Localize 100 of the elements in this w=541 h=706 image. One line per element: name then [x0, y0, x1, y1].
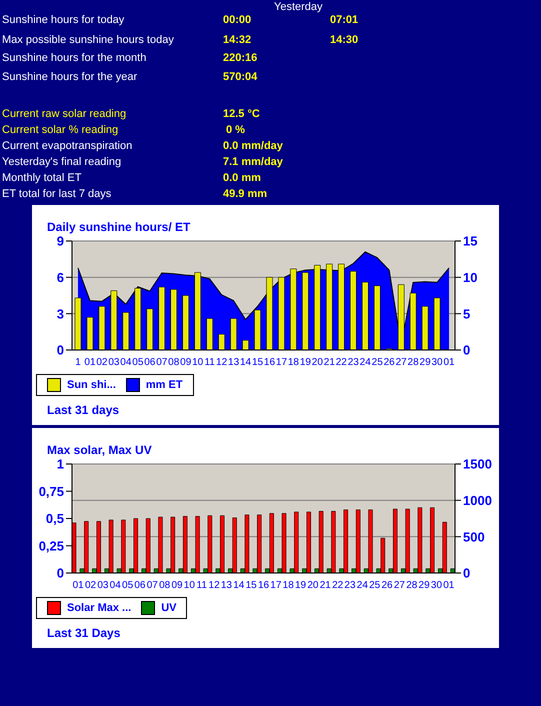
x-tick-label: 30: [430, 580, 442, 592]
x-tick-label: 15: [246, 580, 258, 592]
x-tick-label: 13: [220, 580, 232, 592]
x-tick-label: 25: [372, 357, 384, 368]
x-tick-label: 12: [208, 580, 220, 592]
text: Sunshine hours for the month: [2, 52, 146, 64]
x-tick-label: 14: [240, 357, 252, 368]
x-tick-label: 29: [418, 580, 430, 592]
x-tick-label: 12: [216, 357, 228, 368]
y-tick-label: 0: [56, 566, 64, 581]
y-tick-label: 9: [56, 234, 64, 249]
y-tick-label: 0,75: [38, 484, 64, 499]
text: 00:00: [223, 14, 252, 26]
chart-title: Daily sunshine hours/ ET: [47, 220, 190, 234]
text: 0.0 mm: [223, 172, 261, 184]
x-tick-label: 19: [300, 357, 312, 368]
x-tick-label: 04: [120, 357, 132, 368]
text: 07:01: [330, 14, 358, 26]
text: Last 31 days: [47, 403, 120, 417]
y-tick-label: 3: [56, 306, 64, 322]
y-tick-label: 0,5: [46, 511, 64, 526]
x-tick-label: 01: [443, 357, 456, 368]
text: Last 31 Days: [47, 626, 120, 640]
y-tick-label: 0: [56, 342, 64, 358]
x-tick-label: 20: [307, 580, 319, 592]
y-tick-label: 6: [56, 270, 64, 285]
text: Yesterday: [274, 1, 323, 13]
y2-tick-label: 0: [463, 566, 470, 581]
x-tick-label: 05: [132, 357, 144, 368]
text: Sunshine hours for today: [2, 14, 124, 26]
x-tick-label: 04: [110, 580, 122, 592]
text: 7.1 mm/day: [223, 156, 283, 168]
y-tick-label: 1: [56, 456, 64, 472]
x-tick-label: 06: [134, 580, 146, 592]
x-tick-label: 14: [233, 580, 245, 592]
x-tick-label: 22: [336, 357, 348, 368]
x-tick-label: 28: [406, 580, 418, 592]
x-tick-label: 01: [72, 580, 84, 592]
y2-tick-label: 0: [463, 342, 470, 358]
legend-label: Sun shi...: [66, 378, 116, 392]
text: Current raw solar reading: [2, 108, 126, 120]
x-tick-label: 21: [324, 357, 336, 368]
y2-tick-label: 1000: [463, 492, 492, 508]
y2-tick-label: 10: [463, 270, 478, 285]
text: 220:16: [223, 52, 258, 64]
x-tick-label: 19: [295, 580, 307, 592]
x-tick-label: 24: [356, 580, 368, 592]
x-tick-label: 23: [348, 357, 360, 368]
x-tick-label: 20: [312, 357, 324, 368]
x-tick-label: 09: [180, 357, 192, 368]
x-tick-label: 16: [258, 580, 270, 592]
text: ET total for last 7 days: [2, 188, 112, 200]
legend-label: Solar Max ...: [66, 601, 132, 615]
text: Current evapotranspiration: [2, 140, 132, 152]
text: 14:32: [223, 34, 252, 46]
x-tick-label: 26: [384, 357, 396, 368]
x-tick-label: 01: [443, 580, 455, 592]
x-tick-label: 06: [144, 357, 156, 368]
y-tick-label: 0,25: [38, 538, 64, 554]
x-tick-label: 10: [192, 357, 204, 368]
x-tick-label: 21: [320, 580, 332, 592]
x-tick-label: 03: [108, 357, 120, 368]
x-tick-label: 17: [276, 357, 288, 368]
x-tick-label: 02: [96, 357, 108, 368]
x-tick-label: 11: [204, 357, 216, 368]
x-tick-label: 18: [288, 357, 300, 368]
x-tick-label: 07: [156, 357, 168, 368]
y2-tick-label: 15: [463, 234, 478, 249]
x-tick-label: 11: [196, 580, 208, 592]
chart-title: Max solar, Max UV: [47, 443, 152, 457]
legend-label: UV: [160, 601, 176, 615]
x-tick-label: 15: [252, 357, 264, 368]
x-tick-label: 16: [264, 357, 276, 368]
x-tick-label: 09: [171, 580, 184, 592]
x-tick-label: 07: [146, 580, 158, 592]
y2-tick-label: 500: [463, 529, 485, 544]
text: Monthly total ET: [2, 172, 82, 184]
text: 14:30: [330, 34, 358, 46]
y2-tick-label: 1500: [463, 456, 492, 472]
x-tick-label: 27: [396, 357, 408, 368]
text: 12.5 °C: [223, 108, 260, 120]
x-tick-label: 30: [431, 357, 444, 368]
x-tick-label: 26: [381, 580, 394, 592]
x-tick-label: 13: [228, 357, 240, 368]
x-tick-label: 22: [332, 580, 344, 592]
text: Current solar % reading: [2, 124, 118, 136]
text: 49.9 mm: [223, 188, 268, 200]
x-tick-label: 23: [344, 580, 356, 592]
x-tick-label: 05: [122, 580, 134, 592]
x-tick-label: 01: [84, 357, 96, 368]
x-tick-label: 25: [369, 580, 381, 592]
text: 0.0 mm/day: [223, 140, 283, 152]
x-tick-label: 24: [360, 357, 372, 368]
legend-label: mm ET: [144, 378, 183, 392]
x-tick-label: 08: [159, 580, 171, 592]
x-tick-label: 17: [270, 580, 282, 592]
x-tick-label: 1: [75, 357, 82, 368]
text: 570:04: [223, 71, 258, 83]
x-tick-label: 10: [184, 580, 196, 592]
text: Sunshine hours for the year: [2, 71, 138, 83]
